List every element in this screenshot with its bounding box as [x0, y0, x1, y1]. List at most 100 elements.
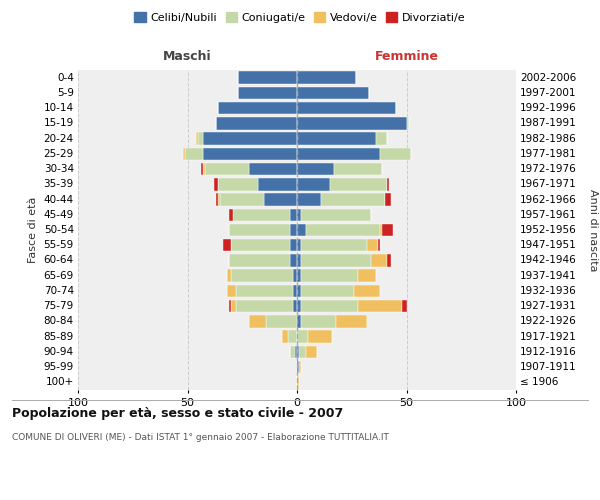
Legend: Celibi/Nubili, Coniugati/e, Vedovi/e, Divorziati/e: Celibi/Nubili, Coniugati/e, Vedovi/e, Di… [130, 8, 470, 28]
Bar [407, 117, 409, 130]
Bar [249, 315, 266, 328]
Bar [371, 254, 387, 266]
Bar [257, 178, 297, 190]
Text: Maschi: Maschi [163, 50, 212, 62]
Bar [203, 132, 297, 145]
Text: Popolazione per età, sesso e stato civile - 2007: Popolazione per età, sesso e stato civil… [12, 408, 343, 420]
Bar [337, 315, 367, 328]
Bar [232, 270, 293, 282]
Bar [301, 254, 371, 266]
Bar [290, 254, 297, 266]
Bar [238, 72, 297, 84]
Bar [281, 330, 288, 343]
Bar [308, 330, 332, 343]
Bar [236, 284, 293, 297]
Bar [297, 239, 301, 252]
Bar [232, 300, 236, 312]
Bar [367, 239, 378, 252]
Bar [229, 254, 290, 266]
Bar [223, 239, 232, 252]
Bar [264, 194, 297, 206]
Bar [220, 194, 264, 206]
Y-axis label: Fasce di età: Fasce di età [28, 197, 38, 263]
Bar [297, 86, 369, 99]
Bar [358, 270, 376, 282]
Bar [203, 163, 205, 175]
Bar [297, 72, 356, 84]
Bar [354, 284, 380, 297]
Bar [301, 239, 367, 252]
Bar [229, 208, 233, 221]
Bar [297, 361, 299, 374]
Bar [290, 208, 297, 221]
Bar [218, 178, 257, 190]
Bar [216, 117, 297, 130]
Bar [297, 224, 306, 236]
Bar [229, 224, 290, 236]
Bar [203, 148, 297, 160]
Bar [301, 300, 358, 312]
Bar [358, 300, 402, 312]
Bar [376, 132, 387, 145]
Bar [236, 300, 293, 312]
Bar [183, 148, 185, 160]
Bar [229, 300, 232, 312]
Bar [301, 208, 371, 221]
Bar [227, 284, 236, 297]
Bar [387, 254, 391, 266]
Bar [293, 284, 297, 297]
Bar [200, 163, 203, 175]
Bar [306, 346, 317, 358]
Bar [196, 132, 199, 145]
Bar [382, 224, 394, 236]
Bar [297, 346, 299, 358]
Bar [299, 346, 306, 358]
Text: COMUNE DI OLIVERI (ME) - Dati ISTAT 1° gennaio 2007 - Elaborazione TUTTITALIA.IT: COMUNE DI OLIVERI (ME) - Dati ISTAT 1° g… [12, 432, 389, 442]
Bar [297, 315, 301, 328]
Bar [233, 208, 290, 221]
Bar [297, 376, 299, 388]
Bar [185, 148, 203, 160]
Bar [297, 300, 301, 312]
Bar [249, 163, 297, 175]
Bar [301, 270, 358, 282]
Bar [301, 315, 337, 328]
Bar [227, 270, 232, 282]
Bar [380, 224, 382, 236]
Bar [290, 346, 295, 358]
Bar [205, 163, 249, 175]
Bar [297, 148, 380, 160]
Bar [330, 178, 387, 190]
Bar [378, 239, 380, 252]
Bar [293, 270, 297, 282]
Bar [199, 132, 203, 145]
Bar [290, 239, 297, 252]
Bar [232, 239, 290, 252]
Bar [297, 102, 395, 115]
Bar [297, 330, 308, 343]
Bar [293, 300, 297, 312]
Bar [297, 208, 301, 221]
Bar [301, 284, 354, 297]
Bar [306, 224, 380, 236]
Bar [297, 117, 407, 130]
Bar [380, 148, 411, 160]
Bar [295, 346, 297, 358]
Bar [288, 330, 297, 343]
Bar [297, 163, 334, 175]
Bar [387, 178, 389, 190]
Bar [297, 178, 330, 190]
Bar [297, 270, 301, 282]
Bar [218, 102, 297, 115]
Bar [297, 284, 301, 297]
Bar [218, 194, 220, 206]
Bar [216, 194, 218, 206]
Bar [334, 163, 382, 175]
Bar [290, 224, 297, 236]
Bar [402, 300, 407, 312]
Bar [297, 194, 321, 206]
Y-axis label: Anni di nascita: Anni di nascita [588, 188, 598, 271]
Text: Femmine: Femmine [374, 50, 439, 62]
Bar [214, 178, 218, 190]
Bar [238, 86, 297, 99]
